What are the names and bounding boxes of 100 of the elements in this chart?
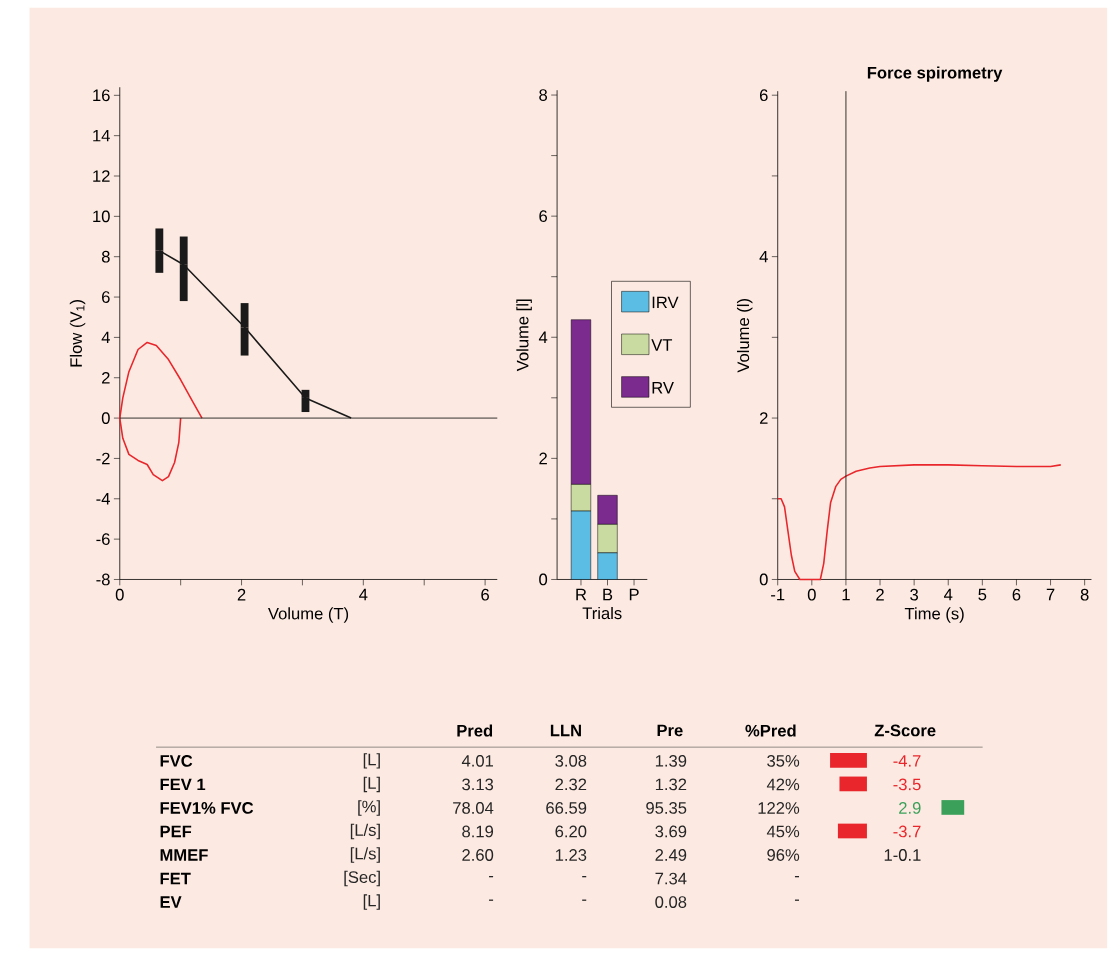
category-label: PEF	[160, 825, 192, 838]
data-label: -3.7	[893, 825, 921, 838]
data-label: -4.7	[893, 755, 921, 767]
x-tick-label: 7	[1046, 588, 1055, 601]
y-tick-label: 2	[759, 412, 768, 424]
y-axis-title: Volume [l]	[516, 299, 532, 372]
y-tick-label: 16	[93, 89, 110, 102]
y-tick-label: 0	[759, 573, 768, 586]
x-axis-title: Trials	[582, 606, 622, 620]
text: 35%	[767, 754, 800, 767]
x-tick-label: B	[603, 588, 613, 601]
chart-title: Force spirometry	[867, 66, 1003, 82]
line-series	[118, 341, 203, 482]
text: 42%	[766, 778, 800, 791]
data-label: 2.9	[899, 802, 921, 814]
y-tick-label: 14	[93, 129, 110, 142]
y-axis-title: Flow (V$_{1}$)	[69, 300, 86, 367]
y-tick-label: 10	[93, 210, 110, 223]
text: 6.20	[555, 825, 587, 838]
x-tick-label: R	[576, 588, 587, 601]
text: 1.39	[655, 754, 687, 767]
x-tick-label: -1	[771, 588, 785, 601]
text: [Sec]	[344, 870, 380, 887]
text: 3.13	[462, 778, 494, 791]
x-tick-label: 8	[1080, 588, 1089, 601]
y-tick-label: -8	[96, 573, 110, 586]
y-tick-label: 0	[539, 573, 548, 586]
category-label: LLN	[550, 724, 581, 737]
text: 3.69	[655, 825, 687, 838]
text: -	[794, 899, 800, 901]
category-label: %Pred	[745, 724, 796, 737]
text: 2.60	[462, 849, 494, 861]
category-label: FEV1% FVC	[160, 802, 254, 814]
text: [L]	[363, 753, 380, 769]
legend-label: RV	[652, 381, 674, 394]
y-tick-label: 4	[759, 250, 768, 263]
text: [%]	[358, 800, 380, 816]
text: [L]	[363, 776, 380, 793]
text: -	[489, 876, 494, 878]
text: 95.35	[646, 802, 687, 814]
x-tick-label: 0	[807, 588, 816, 601]
category-label: Pred	[457, 724, 493, 737]
text: 96%	[767, 849, 800, 861]
text: -	[794, 876, 800, 878]
text: 66.59	[546, 802, 587, 814]
y-tick-label: 0	[101, 412, 110, 424]
category-label: FVC	[160, 754, 193, 767]
y-tick-label: 4	[101, 331, 110, 344]
y-tick-label: 6	[102, 291, 110, 303]
x-tick-label: 2	[237, 588, 246, 601]
text: 8.19	[462, 825, 494, 838]
text: 45%	[766, 825, 800, 838]
line-series	[776, 464, 1062, 581]
x-tick-label: 6	[481, 588, 489, 601]
y-tick-label: -6	[96, 533, 110, 546]
x-tick-label: 4	[359, 588, 368, 601]
x-tick-label: 1	[842, 588, 850, 601]
data-label: -3.5	[893, 778, 921, 791]
legend-label: VT	[651, 339, 673, 351]
y-tick-label: -2	[96, 452, 110, 465]
y-tick-label: 12	[93, 170, 110, 182]
y-axis-title: Volume (l)	[736, 298, 753, 373]
text: -	[489, 899, 494, 901]
category-label: EV	[160, 896, 182, 908]
y-tick-label: 6	[539, 210, 548, 223]
category-label: Pre	[657, 724, 683, 737]
x-tick-label: 5	[978, 588, 987, 601]
y-tick-label: 6	[759, 89, 768, 102]
text: -	[582, 876, 587, 878]
y-tick-label: 2	[102, 371, 110, 384]
x-tick-label: 4	[944, 588, 953, 601]
x-axis-title: Volume (T)	[268, 607, 349, 623]
y-tick-label: -4	[96, 493, 110, 505]
y-tick-label: 2	[539, 452, 547, 465]
text: 1.32	[655, 778, 687, 791]
text: 3.08	[555, 754, 587, 767]
text: 2.32	[555, 778, 587, 791]
x-tick-label: P	[629, 588, 639, 601]
text: 2.49	[655, 849, 687, 861]
text: 0.08	[655, 896, 687, 908]
category-label: FEV 1	[160, 778, 206, 791]
text: 4.01	[461, 754, 494, 767]
x-tick-label: 3	[910, 588, 919, 601]
x-tick-label: 6	[1012, 588, 1021, 601]
text: 78.04	[453, 802, 494, 814]
category-label: FET	[160, 872, 191, 885]
text: [L]	[363, 894, 380, 910]
x-tick-label: 2	[876, 588, 884, 601]
data-label: 1-0.1	[884, 849, 921, 861]
x-axis-title: Time (s)	[904, 607, 964, 623]
text: -	[582, 899, 587, 901]
text: 1.23	[555, 849, 587, 861]
category-label: Z-Score	[874, 724, 936, 737]
text: 122%	[758, 802, 800, 814]
legend-label: IRV	[652, 296, 679, 309]
y-tick-label: 4	[538, 331, 548, 343]
text: [L/s]	[350, 847, 380, 863]
category-label: MMEF	[160, 849, 208, 861]
text: [L/s]	[350, 823, 380, 840]
y-tick-label: 8	[101, 250, 110, 263]
